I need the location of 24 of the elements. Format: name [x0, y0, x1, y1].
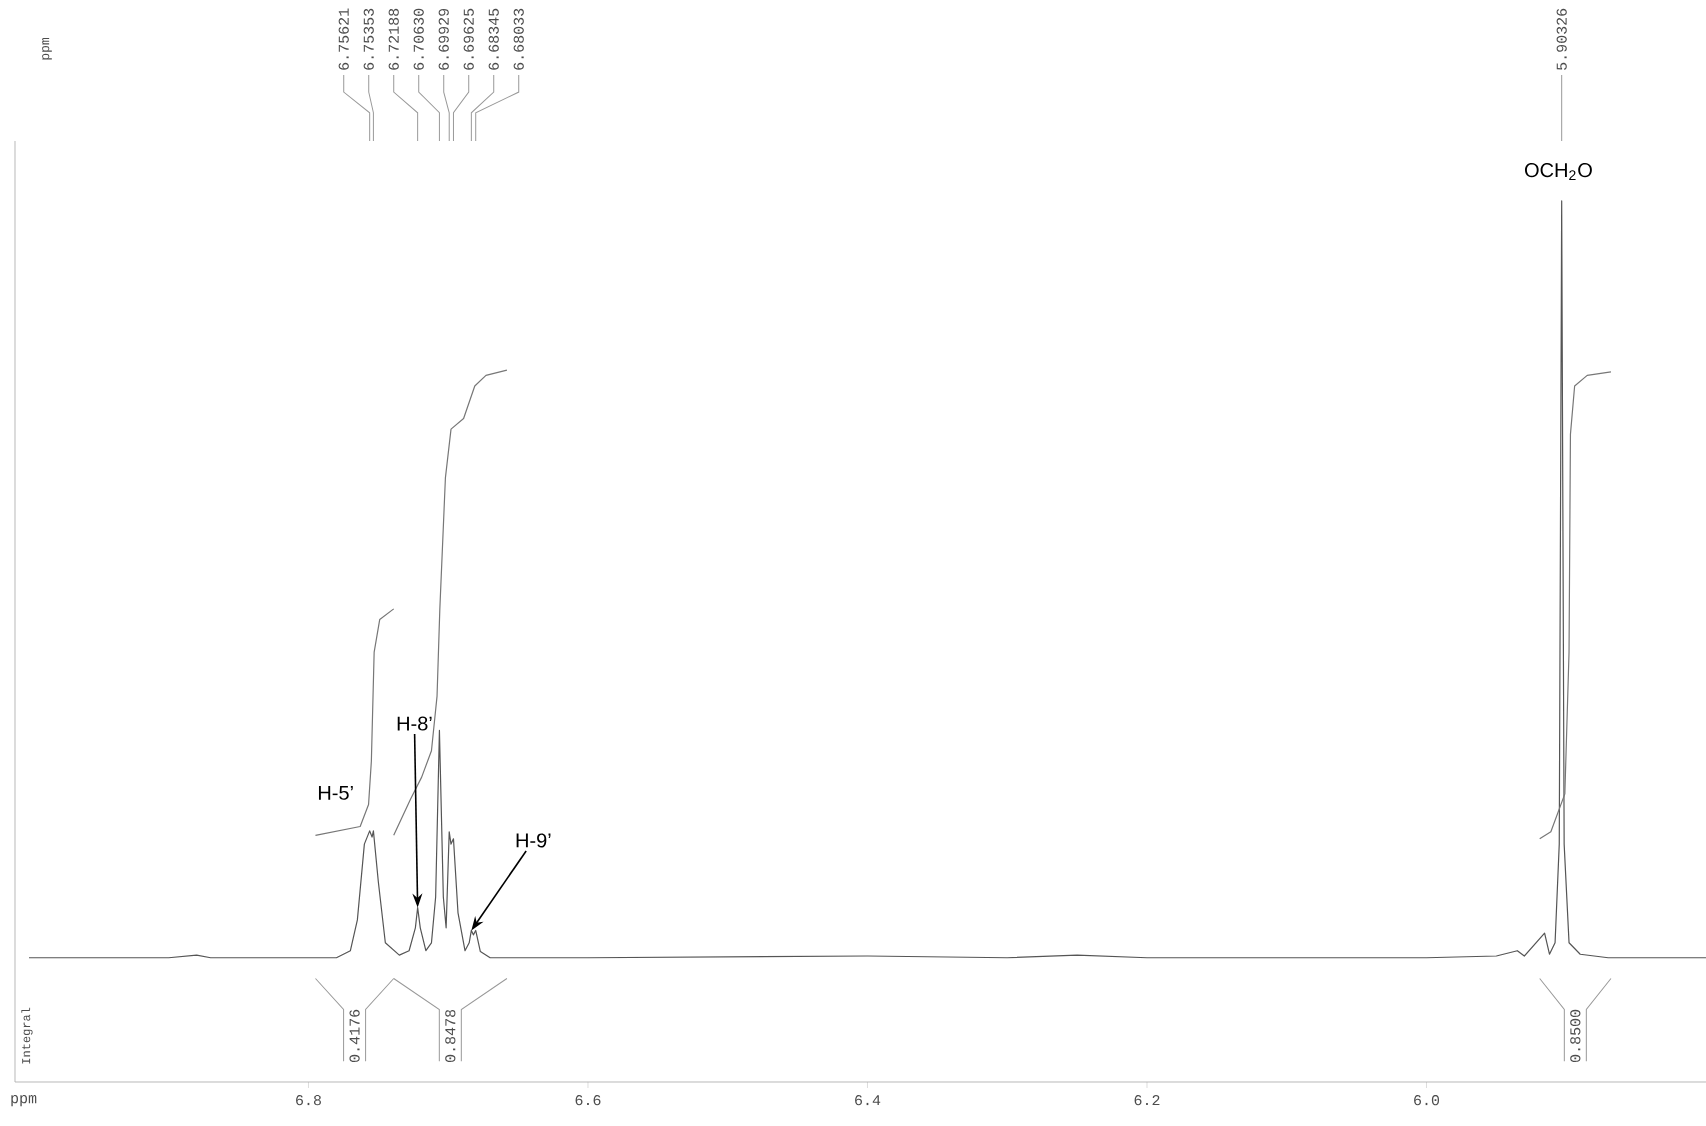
x-tick-label: 6.0: [1414, 1095, 1440, 1106]
text: ppm: [42, 37, 52, 60]
annotation: 6.68033: [513, 8, 524, 70]
annotation: 6.69625: [463, 8, 474, 70]
annotation: 6.70630: [413, 8, 424, 70]
annotation: 6.75621: [338, 8, 349, 70]
x-tick-label: 6.2: [1134, 1095, 1160, 1106]
x-tick-label: 6.4: [855, 1095, 881, 1106]
annotation: 0.8500: [1570, 1009, 1581, 1062]
annotation: 5.90326: [1556, 8, 1567, 70]
annotation: Integral: [21, 1007, 33, 1064]
annotation: 6.72188: [388, 8, 399, 70]
annotation: H-8’: [397, 716, 432, 731]
x-axis-title: ppm: [11, 1095, 37, 1107]
annotation: 6.69929: [438, 8, 449, 70]
x-tick-label: 6.6: [575, 1095, 601, 1106]
annotation: 6.68345: [488, 8, 499, 70]
annotation: 0.8478: [445, 1009, 456, 1062]
annotation: H-9’: [516, 833, 551, 848]
annotation: 6.75353: [363, 8, 374, 70]
annotation: 0.4176: [349, 1009, 360, 1062]
x-tick-label: 6.8: [296, 1095, 321, 1106]
annotation: H-5’: [318, 785, 353, 800]
annotation: OCH$_{2}$O: [1524, 163, 1592, 180]
